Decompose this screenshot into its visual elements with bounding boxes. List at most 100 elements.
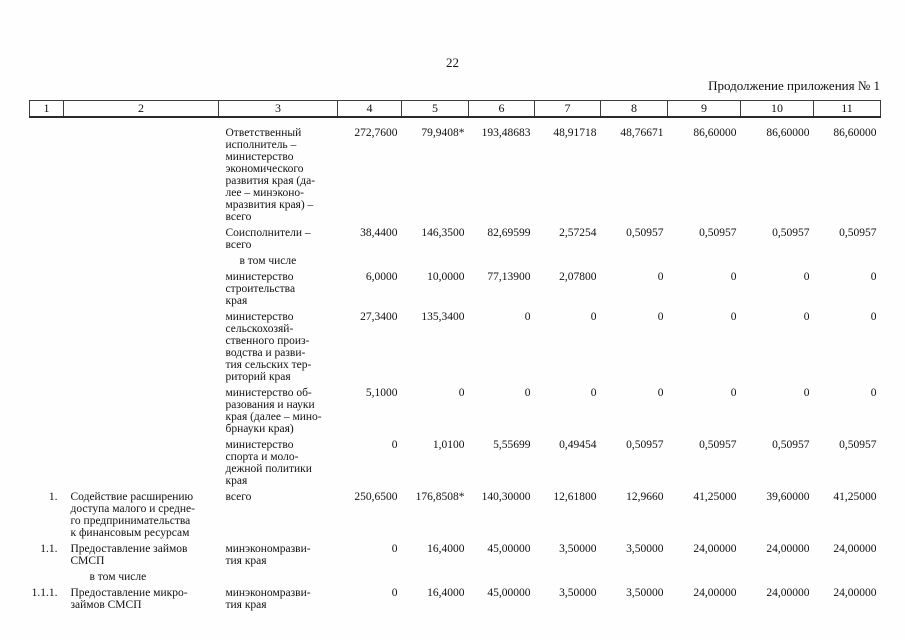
executor-cell: минэкономразви- тия края (225, 587, 311, 611)
executor-cell (219, 567, 338, 583)
value-cell: 0 (657, 311, 664, 323)
value-cell: 0 (590, 387, 597, 399)
value-cell: 45,00000 (487, 543, 531, 555)
row-number-cell (30, 223, 64, 251)
measure-name-cell: Предоставление микро- займов СМСП (70, 587, 188, 611)
page-number: 22 (446, 55, 459, 70)
value-cell: 82,69599 (487, 227, 531, 239)
value-cell: 24,00000 (693, 587, 737, 599)
value-cell: 16,4000 (427, 543, 465, 555)
value-cell: 0 (524, 311, 531, 323)
value-cell: 0,49454 (559, 439, 597, 451)
value-cell: 41,25000 (693, 491, 737, 503)
value-cell: 0,50957 (699, 439, 737, 451)
value-cell (402, 251, 469, 267)
appendix-table: 1 2 3 4 5 6 7 8 9 10 11 Ответственный исполнитель … (29, 100, 881, 611)
value-cell: 0 (657, 387, 664, 399)
executor-cell: министерство сельскохозяй- ственного про… (225, 311, 312, 383)
value-cell (469, 251, 535, 267)
measure-name-cell (64, 223, 219, 251)
value-cell: 0 (657, 271, 664, 283)
measure-name-cell: Предоставление займов СМСП (70, 543, 188, 567)
value-cell: 2,07800 (559, 271, 597, 283)
value-cell: 24,00000 (766, 587, 810, 599)
value-cell: 12,61800 (553, 491, 597, 503)
column-number-cell: 10 (740, 100, 814, 118)
row-number-cell (30, 267, 64, 307)
row-number-cell (30, 251, 64, 267)
value-cell (741, 567, 814, 583)
column-number-cell: 8 (600, 100, 668, 118)
value-cell: 86,60000 (766, 127, 810, 139)
row-number-cell (30, 435, 64, 487)
value-cell: 2,57254 (559, 227, 597, 239)
value-cell: 45,00000 (487, 587, 531, 599)
executor-cell: в том числе (239, 255, 297, 267)
value-cell (601, 251, 668, 267)
value-cell (814, 251, 881, 267)
row-number-cell: 1.1. (40, 543, 58, 555)
value-cell: 0 (870, 271, 877, 283)
value-cell: 41,25000 (833, 491, 877, 503)
value-cell: 27,3400 (360, 311, 398, 323)
value-cell (402, 567, 469, 583)
measure-name-cell (64, 267, 219, 307)
value-cell: 24,00000 (833, 543, 877, 555)
value-cell: 48,76671 (620, 127, 664, 139)
value-cell (601, 567, 668, 583)
measure-name-cell: Содействие расширению доступа малого и с… (70, 491, 195, 539)
table-row: Ответственный исполнитель – министерство… (30, 117, 881, 223)
value-cell: 0,50957 (772, 227, 810, 239)
value-cell (535, 567, 601, 583)
value-cell (469, 567, 535, 583)
measure-name-cell (64, 435, 219, 487)
measure-name-cell (64, 251, 219, 267)
row-number-cell (30, 117, 64, 223)
value-cell: 10,0000 (427, 271, 465, 283)
value-cell: 12,9660 (626, 491, 664, 503)
value-cell: 272,7600 (354, 127, 398, 139)
column-numbers-row: 1 2 3 4 5 6 7 8 9 10 11 (29, 100, 881, 118)
value-cell: 6,0000 (365, 271, 398, 283)
value-cell: 16,4000 (427, 587, 465, 599)
value-cell (338, 251, 402, 267)
value-cell: 140,30000 (481, 491, 531, 503)
value-cell: 79,9408* (421, 127, 465, 139)
value-cell (338, 567, 402, 583)
value-cell: 24,00000 (766, 543, 810, 555)
value-cell: 0 (524, 387, 531, 399)
value-cell: 0 (730, 387, 737, 399)
table-body: Ответственный исполнитель – министерство… (30, 117, 881, 611)
column-number-cell: 11 (813, 100, 881, 118)
value-cell: 86,60000 (693, 127, 737, 139)
measure-name-cell: в том числе (89, 571, 147, 583)
value-cell: 38,4400 (360, 227, 398, 239)
executor-cell: министерство строительства края (225, 271, 296, 307)
row-number-cell (30, 567, 64, 583)
value-cell: 0,50957 (626, 227, 664, 239)
value-cell: 0 (391, 587, 398, 599)
value-cell: 3,50000 (626, 543, 664, 555)
value-cell: 0,50957 (772, 439, 810, 451)
value-cell: 0,50957 (699, 227, 737, 239)
value-cell (668, 567, 741, 583)
value-cell: 3,50000 (626, 587, 664, 599)
value-cell: 24,00000 (693, 543, 737, 555)
value-cell: 0 (803, 271, 810, 283)
table-row: 1.1.1. Предоставление микро- займов СМСП м… (30, 583, 881, 611)
value-cell: 0,50957 (839, 227, 877, 239)
row-number-cell: 1.1.1. (31, 587, 58, 599)
column-number-cell: 5 (401, 100, 469, 118)
executor-cell: всего (225, 491, 252, 503)
measure-name-cell (64, 117, 219, 223)
value-cell: 146,3500 (421, 227, 465, 239)
column-number-cell: 1 (29, 100, 64, 118)
column-number-cell: 2 (63, 100, 219, 118)
value-cell: 0 (803, 387, 810, 399)
value-cell: 250,6500 (354, 491, 398, 503)
executor-cell: Ответственный исполнитель – министерство… (225, 127, 316, 223)
row-number-cell (30, 307, 64, 383)
measure-name-cell (64, 383, 219, 435)
column-number-cell: 7 (534, 100, 601, 118)
